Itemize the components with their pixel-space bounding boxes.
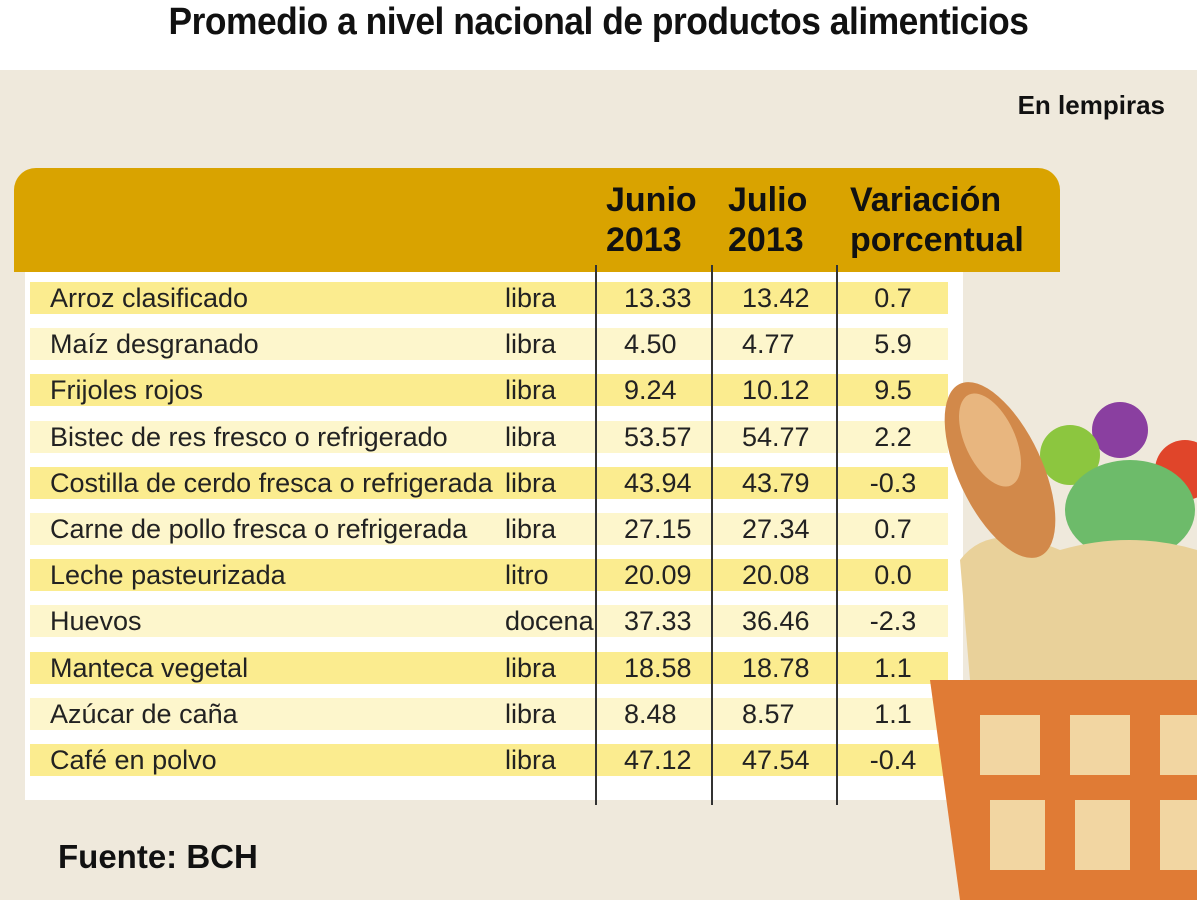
product-name: Huevos [50, 606, 142, 637]
junio-value: 4.50 [624, 329, 677, 360]
product-name: Azúcar de caña [50, 698, 238, 729]
unit: libra [505, 652, 557, 683]
page-title: Promedio a nivel nacional de productos a… [168, 1, 1029, 43]
julio-value: 4.77 [742, 329, 795, 360]
unit: libra [505, 745, 557, 775]
paper-bag-icon [960, 537, 1197, 680]
julio-value: 8.57 [742, 698, 795, 729]
table-row: Maíz desgranado libra 4.50 4.77 5.9 [30, 328, 948, 361]
header-line: 2013 [728, 221, 804, 259]
header-variacion: Variación porcentual [850, 180, 1024, 260]
column-divider [595, 265, 597, 805]
unit: libra [505, 375, 557, 406]
junio-value: 18.58 [624, 652, 692, 683]
variation-value: 0.0 [874, 560, 912, 591]
julio-value: 18.78 [742, 652, 810, 683]
header-line: Junio [606, 181, 697, 219]
unit: libra [505, 283, 557, 313]
julio-value: 27.34 [742, 514, 810, 544]
unit: libra [505, 467, 557, 498]
table-row: Leche pasteurizada litro 20.09 20.08 0.0 [30, 559, 948, 592]
basket-icon [930, 680, 1197, 900]
julio-value: 20.08 [742, 560, 810, 591]
unit-note: En lempiras [1017, 90, 1165, 120]
product-name: Frijoles rojos [50, 375, 204, 406]
junio-value: 37.33 [624, 606, 692, 637]
product-name: Bistec de res fresco o refrigerado [50, 421, 448, 452]
julio-value: 54.77 [742, 421, 810, 452]
column-divider [836, 265, 838, 805]
unit: docena [505, 606, 594, 637]
junio-value: 27.15 [624, 514, 692, 544]
header-line: Julio [728, 181, 808, 219]
grapes-icon [1092, 402, 1148, 458]
header-line: 2013 [606, 221, 682, 259]
unit: litro [505, 560, 549, 591]
table-row: Costilla de cerdo fresca o refrigerada li… [30, 466, 948, 499]
variation-value: 2.2 [874, 421, 912, 452]
product-name: Costilla de cerdo fresca o refrigerada [50, 467, 493, 498]
junio-value: 43.94 [624, 467, 692, 498]
product-name: Maíz desgranado [50, 329, 259, 360]
product-name: Arroz clasificado [50, 283, 249, 313]
variation-value: 5.9 [874, 329, 912, 360]
table-row: Manteca vegetal libra 18.58 18.78 1.1 [30, 651, 948, 684]
header-junio: Junio 2013 [606, 180, 697, 260]
header-julio: Julio 2013 [728, 180, 807, 260]
unit: libra [505, 698, 557, 729]
variation-value: 1.1 [874, 652, 912, 683]
junio-value: 20.09 [624, 560, 692, 591]
variation-value: -0.4 [869, 745, 917, 775]
julio-value: 10.12 [742, 375, 810, 406]
table-row: Arroz clasificado libra 13.33 13.42 0.7 [30, 282, 948, 314]
header-line: porcentual [850, 221, 1024, 259]
table-row: Bistec de res fresco o refrigerado libra 5… [30, 420, 948, 453]
variation-value: -2.3 [869, 606, 917, 637]
junio-value: 47.12 [624, 745, 692, 775]
header-line: Variación [850, 181, 1002, 219]
variation-value: -0.3 [869, 467, 917, 498]
product-name: Carne de pollo fresca o refrigerada [50, 514, 468, 544]
julio-value: 47.54 [742, 745, 810, 775]
variation-value: 0.7 [874, 514, 912, 544]
junio-value: 53.57 [624, 421, 692, 452]
unit: libra [505, 514, 557, 544]
junio-value: 8.48 [624, 698, 677, 729]
unit: libra [505, 421, 557, 452]
unit: libra [505, 329, 557, 360]
table-row: Carne de pollo fresca o refrigerada libra… [30, 513, 948, 545]
table-header: Junio 2013 Julio 2013 Variación porcentual [14, 168, 1060, 272]
julio-value: 43.79 [742, 467, 810, 498]
variation-value: 9.5 [874, 375, 912, 406]
table-row: Azúcar de caña libra 8.48 8.57 1.1 [30, 697, 948, 730]
julio-value: 36.46 [742, 606, 810, 637]
variation-value: 0.7 [874, 283, 912, 313]
product-name: Leche pasteurizada [50, 560, 286, 591]
variation-value: 1.1 [874, 698, 912, 729]
julio-value: 13.42 [742, 283, 810, 313]
junio-value: 13.33 [624, 283, 692, 313]
apple-icon [1040, 425, 1100, 485]
table-row: Frijoles rojos libra 9.24 10.12 9.5 [30, 374, 948, 407]
product-name: Café en polvo [50, 745, 217, 775]
table-row: Café en polvo libra 47.12 47.54 -0.4 [30, 744, 948, 776]
bread-highlight [959, 393, 1021, 487]
table-row: Huevos docena 37.33 36.46 -2.3 [30, 605, 948, 638]
column-divider [711, 265, 713, 805]
product-name: Manteca vegetal [50, 652, 249, 683]
junio-value: 9.24 [624, 375, 677, 406]
source-note: Fuente: BCH [58, 838, 258, 875]
cabbage-icon [1065, 460, 1195, 560]
grocery-basket-illustration [930, 382, 1197, 900]
